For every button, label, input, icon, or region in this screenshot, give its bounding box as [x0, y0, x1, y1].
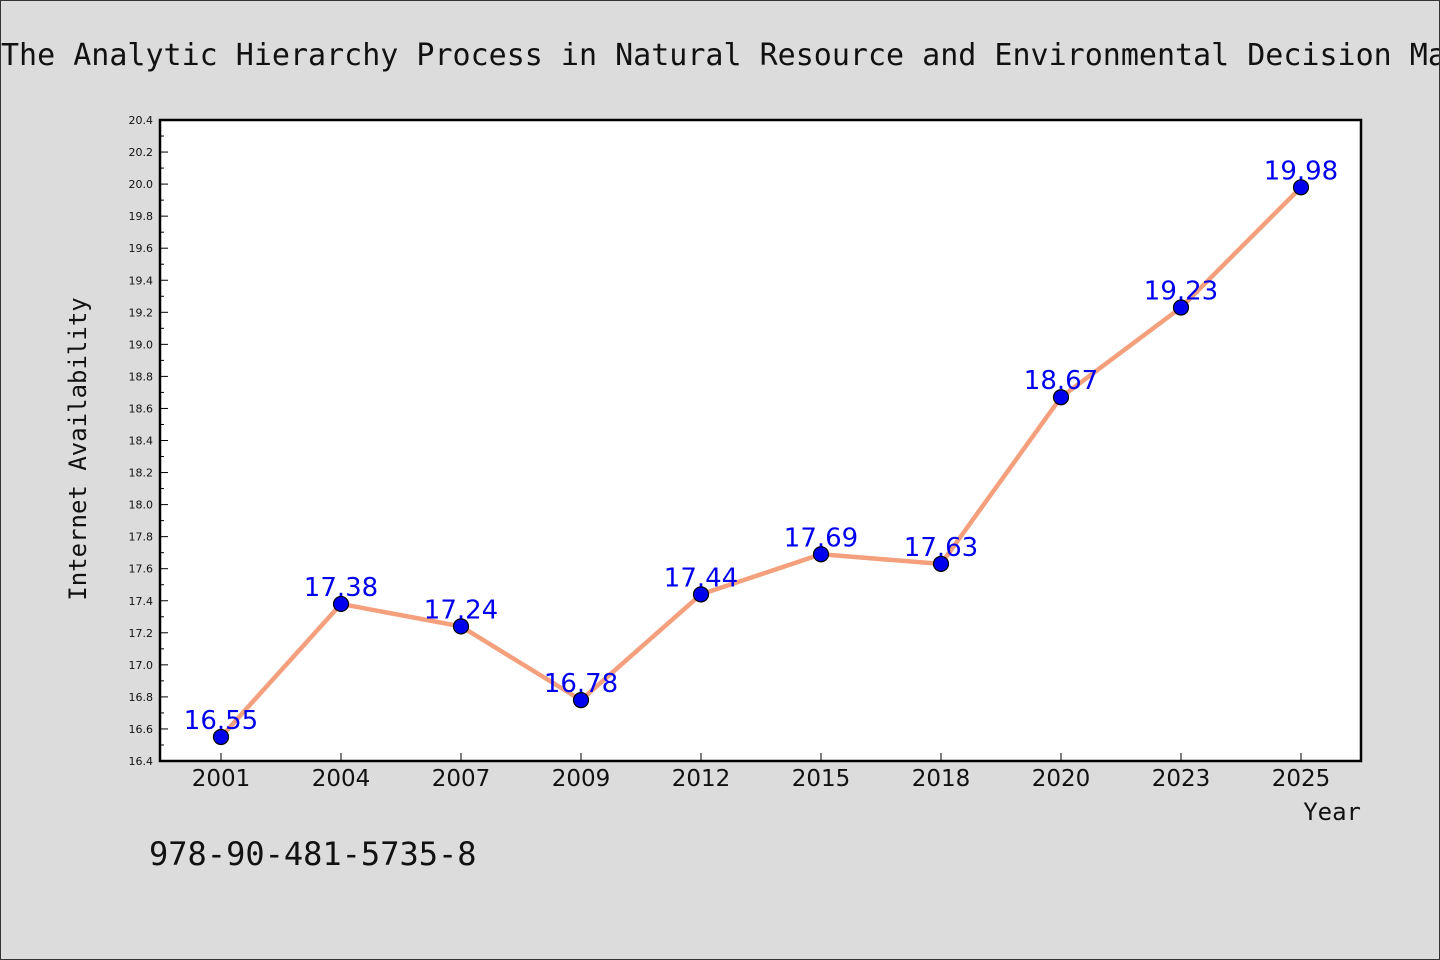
data-point [812, 546, 830, 563]
y-tick-label: 19.2 [129, 306, 154, 319]
y-tick-label: 17.6 [129, 563, 154, 576]
y-tick-label: 16.8 [129, 691, 154, 704]
y-tick-label: 19.6 [129, 242, 154, 255]
y-tick-label: 18.8 [129, 370, 154, 383]
x-tick-label: 2007 [432, 766, 491, 792]
data-point [332, 595, 350, 613]
data-point [212, 728, 230, 746]
y-tick-label: 17.4 [129, 595, 154, 608]
data-point [1052, 389, 1070, 406]
y-tick-label: 19.8 [129, 210, 154, 223]
data-label: 16.55 [184, 706, 258, 736]
series-line [219, 185, 1303, 739]
x-tick-label: 2020 [1032, 766, 1091, 792]
y-tick-label: 18.6 [129, 402, 154, 415]
data-label: 17.44 [664, 563, 738, 593]
isbn-annotation: 978-90-481-5735-8 [149, 835, 477, 873]
data-label: 19.23 [1144, 276, 1218, 306]
y-tick-label: 18.2 [129, 467, 154, 480]
data-point [1292, 179, 1310, 196]
data-label: 19.98 [1264, 156, 1338, 186]
data-point [572, 692, 590, 709]
y-axis: 16.4 16.6 16.8 17.0 17.2 17.4 17.6 17.8 18.0 18.2… [129, 114, 168, 768]
y-tick-label: 19.0 [129, 338, 154, 351]
x-tick-label: 2012 [672, 766, 731, 792]
data-point [452, 618, 470, 635]
x-tick-label: 2001 [192, 766, 251, 792]
data-label: 17.69 [784, 523, 858, 553]
x-tick-label: 2015 [792, 766, 851, 792]
y-tick-label: 20.2 [129, 146, 154, 159]
y-tick-label: 18.0 [129, 499, 154, 512]
x-axis: 2001 2004 2007 2009 2012 2015 2018 2020 2023 2025 [192, 753, 1331, 792]
y-tick-label: 20.0 [129, 178, 154, 191]
x-tick-label: 2009 [552, 766, 611, 792]
y-tick-label: 20.4 [129, 114, 154, 127]
y-axis-label: Internet Availability [64, 297, 92, 600]
chart-title: The Analytic Hierarchy Process in Natura… [1, 38, 1439, 73]
y-tick-label: 19.4 [129, 274, 154, 287]
y-tick-label: 17.2 [129, 627, 154, 640]
x-tick-label: 2025 [1272, 766, 1331, 792]
data-label: 18.67 [1024, 366, 1098, 396]
data-label: 16.78 [544, 669, 618, 699]
data-point [932, 555, 950, 572]
x-tick-label: 2023 [1152, 766, 1211, 792]
x-axis-label: Year [1303, 798, 1361, 826]
y-tick-label: 17.0 [129, 659, 154, 672]
data-point [1172, 299, 1190, 316]
data-label: 17.63 [904, 533, 978, 563]
y-tick-label: 18.4 [129, 435, 154, 448]
plot-area [158, 118, 1363, 763]
series-layer: 16.55 17.38 17.24 16.78 17.44 17.69 17.63 18.67… [184, 156, 1338, 746]
data-label: 17.24 [424, 595, 498, 625]
y-tick-label: 16.6 [129, 723, 154, 736]
data-point [692, 586, 710, 603]
x-tick-label: 2004 [312, 766, 371, 792]
y-tick-label: 16.4 [129, 755, 154, 768]
data-label: 17.38 [304, 573, 378, 603]
y-tick-label: 17.8 [129, 531, 154, 544]
x-tick-label: 2018 [912, 766, 971, 792]
